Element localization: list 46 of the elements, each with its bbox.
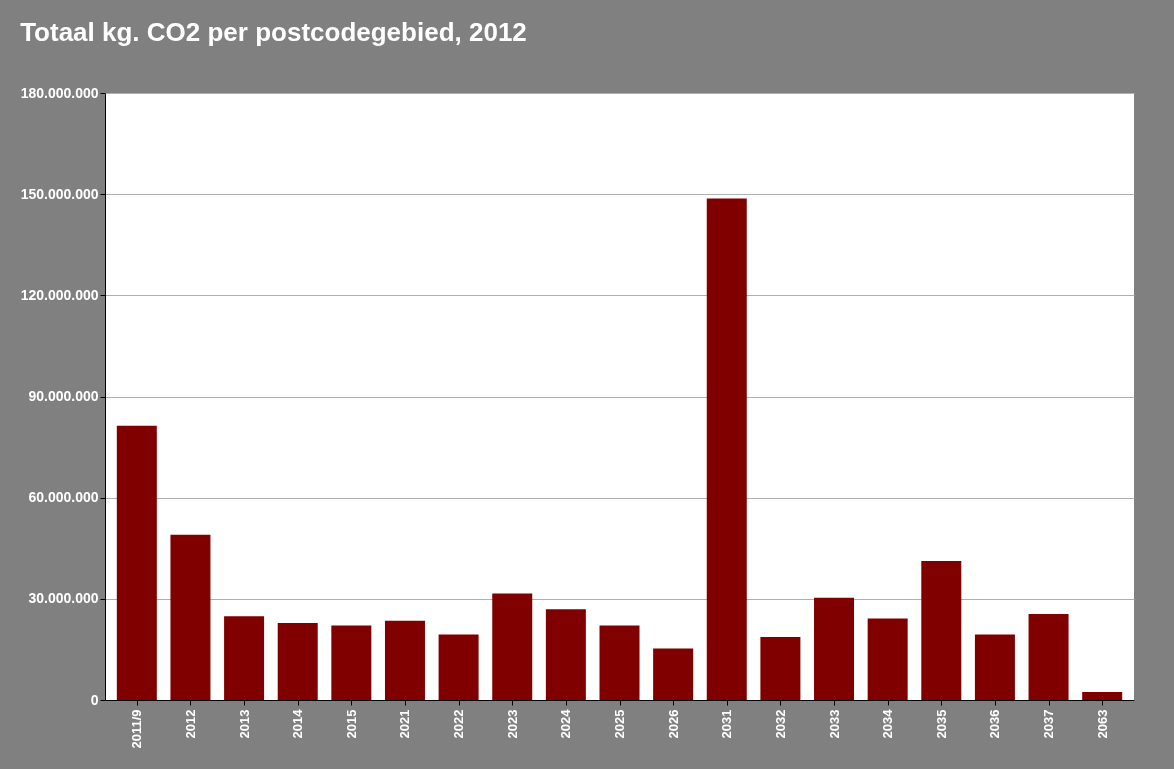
- y-tick-label: 120.000.000: [20, 286, 99, 303]
- y-tick-label: 30.000.000: [28, 590, 99, 607]
- bar: [760, 636, 801, 700]
- y-tick-label: 90.000.000: [28, 388, 99, 404]
- bar: [170, 534, 211, 700]
- x-tick-label: 2034: [880, 708, 896, 739]
- y-tick-label: 180.000.000: [20, 84, 99, 101]
- bar: [545, 609, 586, 700]
- x-tick-label: 2023: [504, 709, 520, 739]
- bar: [1028, 614, 1069, 700]
- x-tick-label: 2063: [1094, 709, 1110, 739]
- y-tick-label: 60.000.000: [28, 489, 99, 506]
- bar: [814, 597, 855, 700]
- x-tick-label: 2031: [719, 709, 735, 739]
- bar: [974, 634, 1015, 700]
- x-tick-label: 2026: [665, 709, 681, 739]
- x-tick-label: 2035: [933, 709, 949, 739]
- x-tick-label: 2021: [397, 709, 413, 739]
- bar: [706, 198, 747, 700]
- bar: [867, 618, 908, 700]
- x-tick-label: 2036: [987, 709, 1003, 739]
- bar: [599, 625, 640, 700]
- x-tick-label: 2015: [343, 709, 359, 739]
- x-tick-label: 2025: [612, 709, 627, 739]
- x-tick-label: 2032: [772, 709, 788, 739]
- x-tick-label: 2012: [182, 709, 198, 739]
- x-tick-label: 2033: [826, 709, 842, 739]
- bar: [438, 634, 479, 700]
- x-tick-label: 2011/9: [129, 709, 145, 749]
- bar: [224, 616, 265, 700]
- bar: [116, 425, 157, 700]
- y-tick-label: 0: [90, 691, 99, 708]
- bar: [921, 561, 962, 700]
- bar: [653, 648, 694, 700]
- bar: [277, 623, 318, 700]
- y-tick-label: 150.000.000: [20, 185, 99, 202]
- x-tick-label: 2014: [290, 708, 306, 739]
- bar: [492, 593, 533, 700]
- bar: [331, 625, 372, 700]
- x-tick-label: 2037: [1041, 709, 1057, 739]
- bar: [1082, 691, 1123, 700]
- bar: [384, 620, 425, 700]
- chart-title: Totaal kg. CO2 per postcodegebied, 2012: [20, 17, 527, 47]
- x-tick-label: 2013: [236, 709, 252, 739]
- x-tick-label: 2024: [558, 708, 574, 739]
- x-tick-label: 2022: [451, 709, 467, 739]
